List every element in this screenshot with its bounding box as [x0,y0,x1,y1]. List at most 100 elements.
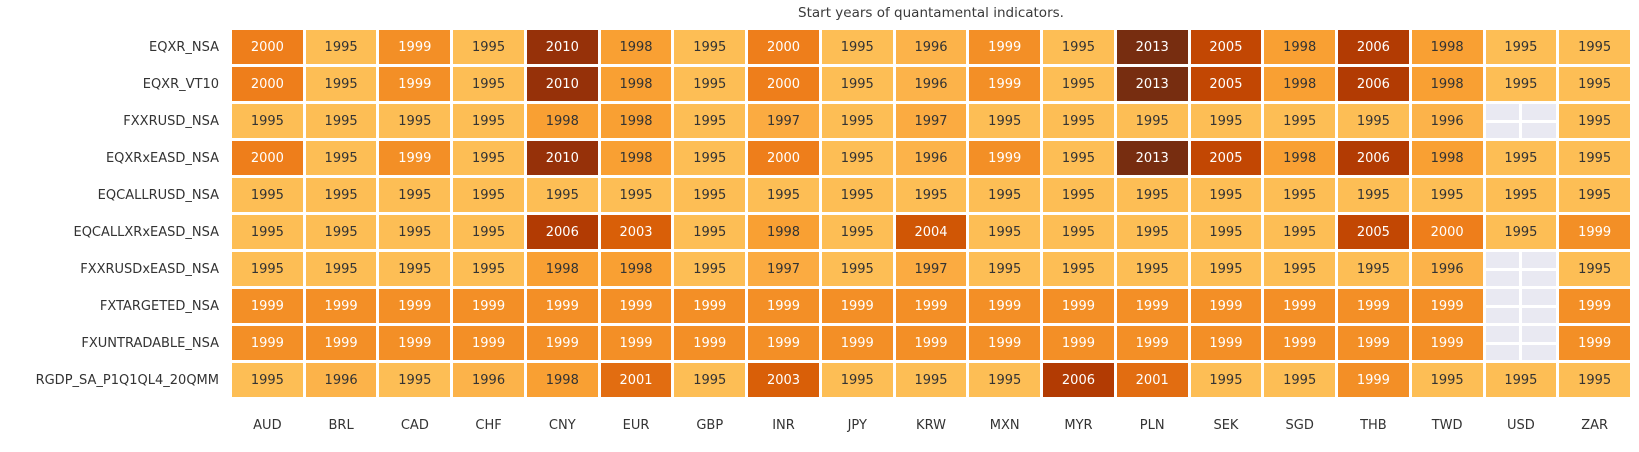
column-label: THB [1360,418,1387,433]
heatmap-cell: 1999 [305,326,377,360]
heatmap-cell: 1997 [748,104,819,138]
heatmap-cell: 1995 [1559,141,1630,175]
heatmap-cell: 1995 [1043,67,1114,101]
column-label: MXN [989,418,1020,433]
heatmap-cell: 2006 [526,215,598,249]
heatmap-cell: 1995 [821,30,893,64]
heatmap-cell: 1995 [1264,252,1336,286]
heatmap-cell: 1995 [1485,67,1557,101]
heatmap-cell: 1995 [1116,104,1188,138]
heatmap-cell: 1999 [379,67,451,101]
heatmap-cell: 1996 [1411,104,1483,138]
heatmap-cell: 1995 [1116,178,1188,212]
heatmap-cell: 1995 [1264,178,1336,212]
heatmap-cell: 1995 [1559,104,1630,138]
nan-cell [1485,326,1557,360]
heatmap-cell: 1999 [1411,289,1483,323]
heatmap-cell: 1998 [748,215,819,249]
heatmap-cell: 1998 [600,30,672,64]
heatmap-cell: 1998 [1411,141,1483,175]
row-label: EQXR_NSA [149,39,219,55]
heatmap-cell: 1999 [379,141,451,175]
nan-cell [1485,252,1557,286]
heatmap-cell: 1999 [821,326,893,360]
heatmap-cell: 1999 [453,326,524,360]
heatmap-cell: 1995 [1190,215,1262,249]
heatmap-cell: 1999 [453,289,524,323]
heatmap-cell: 1995 [305,104,377,138]
heatmap-cell: 1998 [1411,30,1483,64]
heatmap-cell: 1999 [1338,289,1409,323]
heatmap-cell: 1998 [1264,141,1336,175]
heatmap-cell: 1998 [600,252,672,286]
heatmap-cell: 1995 [1043,104,1114,138]
heatmap-cell: 1995 [969,252,1041,286]
heatmap-cell: 1996 [895,67,967,101]
heatmap-cell: 1995 [969,215,1041,249]
heatmap-cell: 1995 [305,67,377,101]
heatmap-cell: 1998 [600,141,672,175]
heatmap-cell: 1995 [674,252,746,286]
heatmap-cell: 1999 [748,289,819,323]
heatmap-cell: 1999 [969,67,1041,101]
heatmap-cell: 1995 [453,30,524,64]
heatmap-cell: 1999 [1190,289,1262,323]
heatmap-cell: 1995 [232,178,303,212]
heatmap-cell: 1999 [674,289,746,323]
heatmap-cell: 2013 [1116,67,1188,101]
heatmap-cell: 2010 [526,67,598,101]
column-label: SGD [1285,418,1314,433]
heatmap-cell: 1995 [674,67,746,101]
column-label: CNY [548,418,576,433]
heatmap-cell: 2000 [748,67,819,101]
heatmap-cell: 1999 [1043,289,1114,323]
heatmap-cell: 1995 [1559,67,1630,101]
heatmap-cell: 1997 [895,252,967,286]
heatmap-cell: 1995 [379,252,451,286]
heatmap-cell: 1997 [895,104,967,138]
heatmap-cell: 1995 [1338,252,1409,286]
heatmap-cell: 2005 [1190,141,1262,175]
heatmap-cell: 1999 [1411,326,1483,360]
heatmap-cell: 1999 [969,326,1041,360]
heatmap-cell: 1995 [1043,252,1114,286]
heatmap-cell: 1995 [453,215,524,249]
column-label: AUD [253,418,282,433]
row-label: FXXRUSDxEASD_NSA [80,261,219,277]
heatmap-cell: 1995 [232,252,303,286]
heatmap-cell: 1995 [1559,363,1630,397]
column-label: MYR [1064,418,1093,433]
heatmap-cell: 1995 [1411,178,1483,212]
heatmap-cell: 1995 [821,252,893,286]
heatmap-cell: 1995 [674,104,746,138]
heatmap-cell: 1995 [453,104,524,138]
column-label: SEK [1213,418,1239,433]
heatmap-cell: 2000 [1411,215,1483,249]
heatmap-cell: 1995 [674,30,746,64]
heatmap-cell: 2003 [748,363,819,397]
heatmap-cell: 1995 [674,215,746,249]
heatmap-cell: 1995 [674,141,746,175]
column-label: GBP [696,418,724,433]
heatmap-cell: 1995 [821,67,893,101]
heatmap-cell: 1996 [1411,252,1483,286]
heatmap-cell: 1995 [232,363,303,397]
heatmap-cell: 2006 [1338,141,1409,175]
heatmap-cell: 2001 [600,363,672,397]
heatmap-cell: 1999 [232,289,303,323]
heatmap-cell: 1995 [1190,252,1262,286]
heatmap-cell: 1999 [600,289,672,323]
heatmap-cell: 2000 [748,141,819,175]
heatmap-grid: EQXR_NSA 2000 1995 1999 1995 2010 1998 1995 2000… [0,30,1630,434]
heatmap-cell: 1999 [379,30,451,64]
heatmap-cell: 1995 [1043,178,1114,212]
heatmap-cell: 1998 [1264,30,1336,64]
heatmap-cell: 1999 [600,326,672,360]
row-label: FXUNTRADABLE_NSA [81,335,219,351]
heatmap-cell: 1995 [821,363,893,397]
heatmap-cell: 1995 [453,178,524,212]
heatmap-cell: 1998 [526,252,598,286]
heatmap-cell: 2010 [526,30,598,64]
heatmap-cell: 1998 [600,104,672,138]
